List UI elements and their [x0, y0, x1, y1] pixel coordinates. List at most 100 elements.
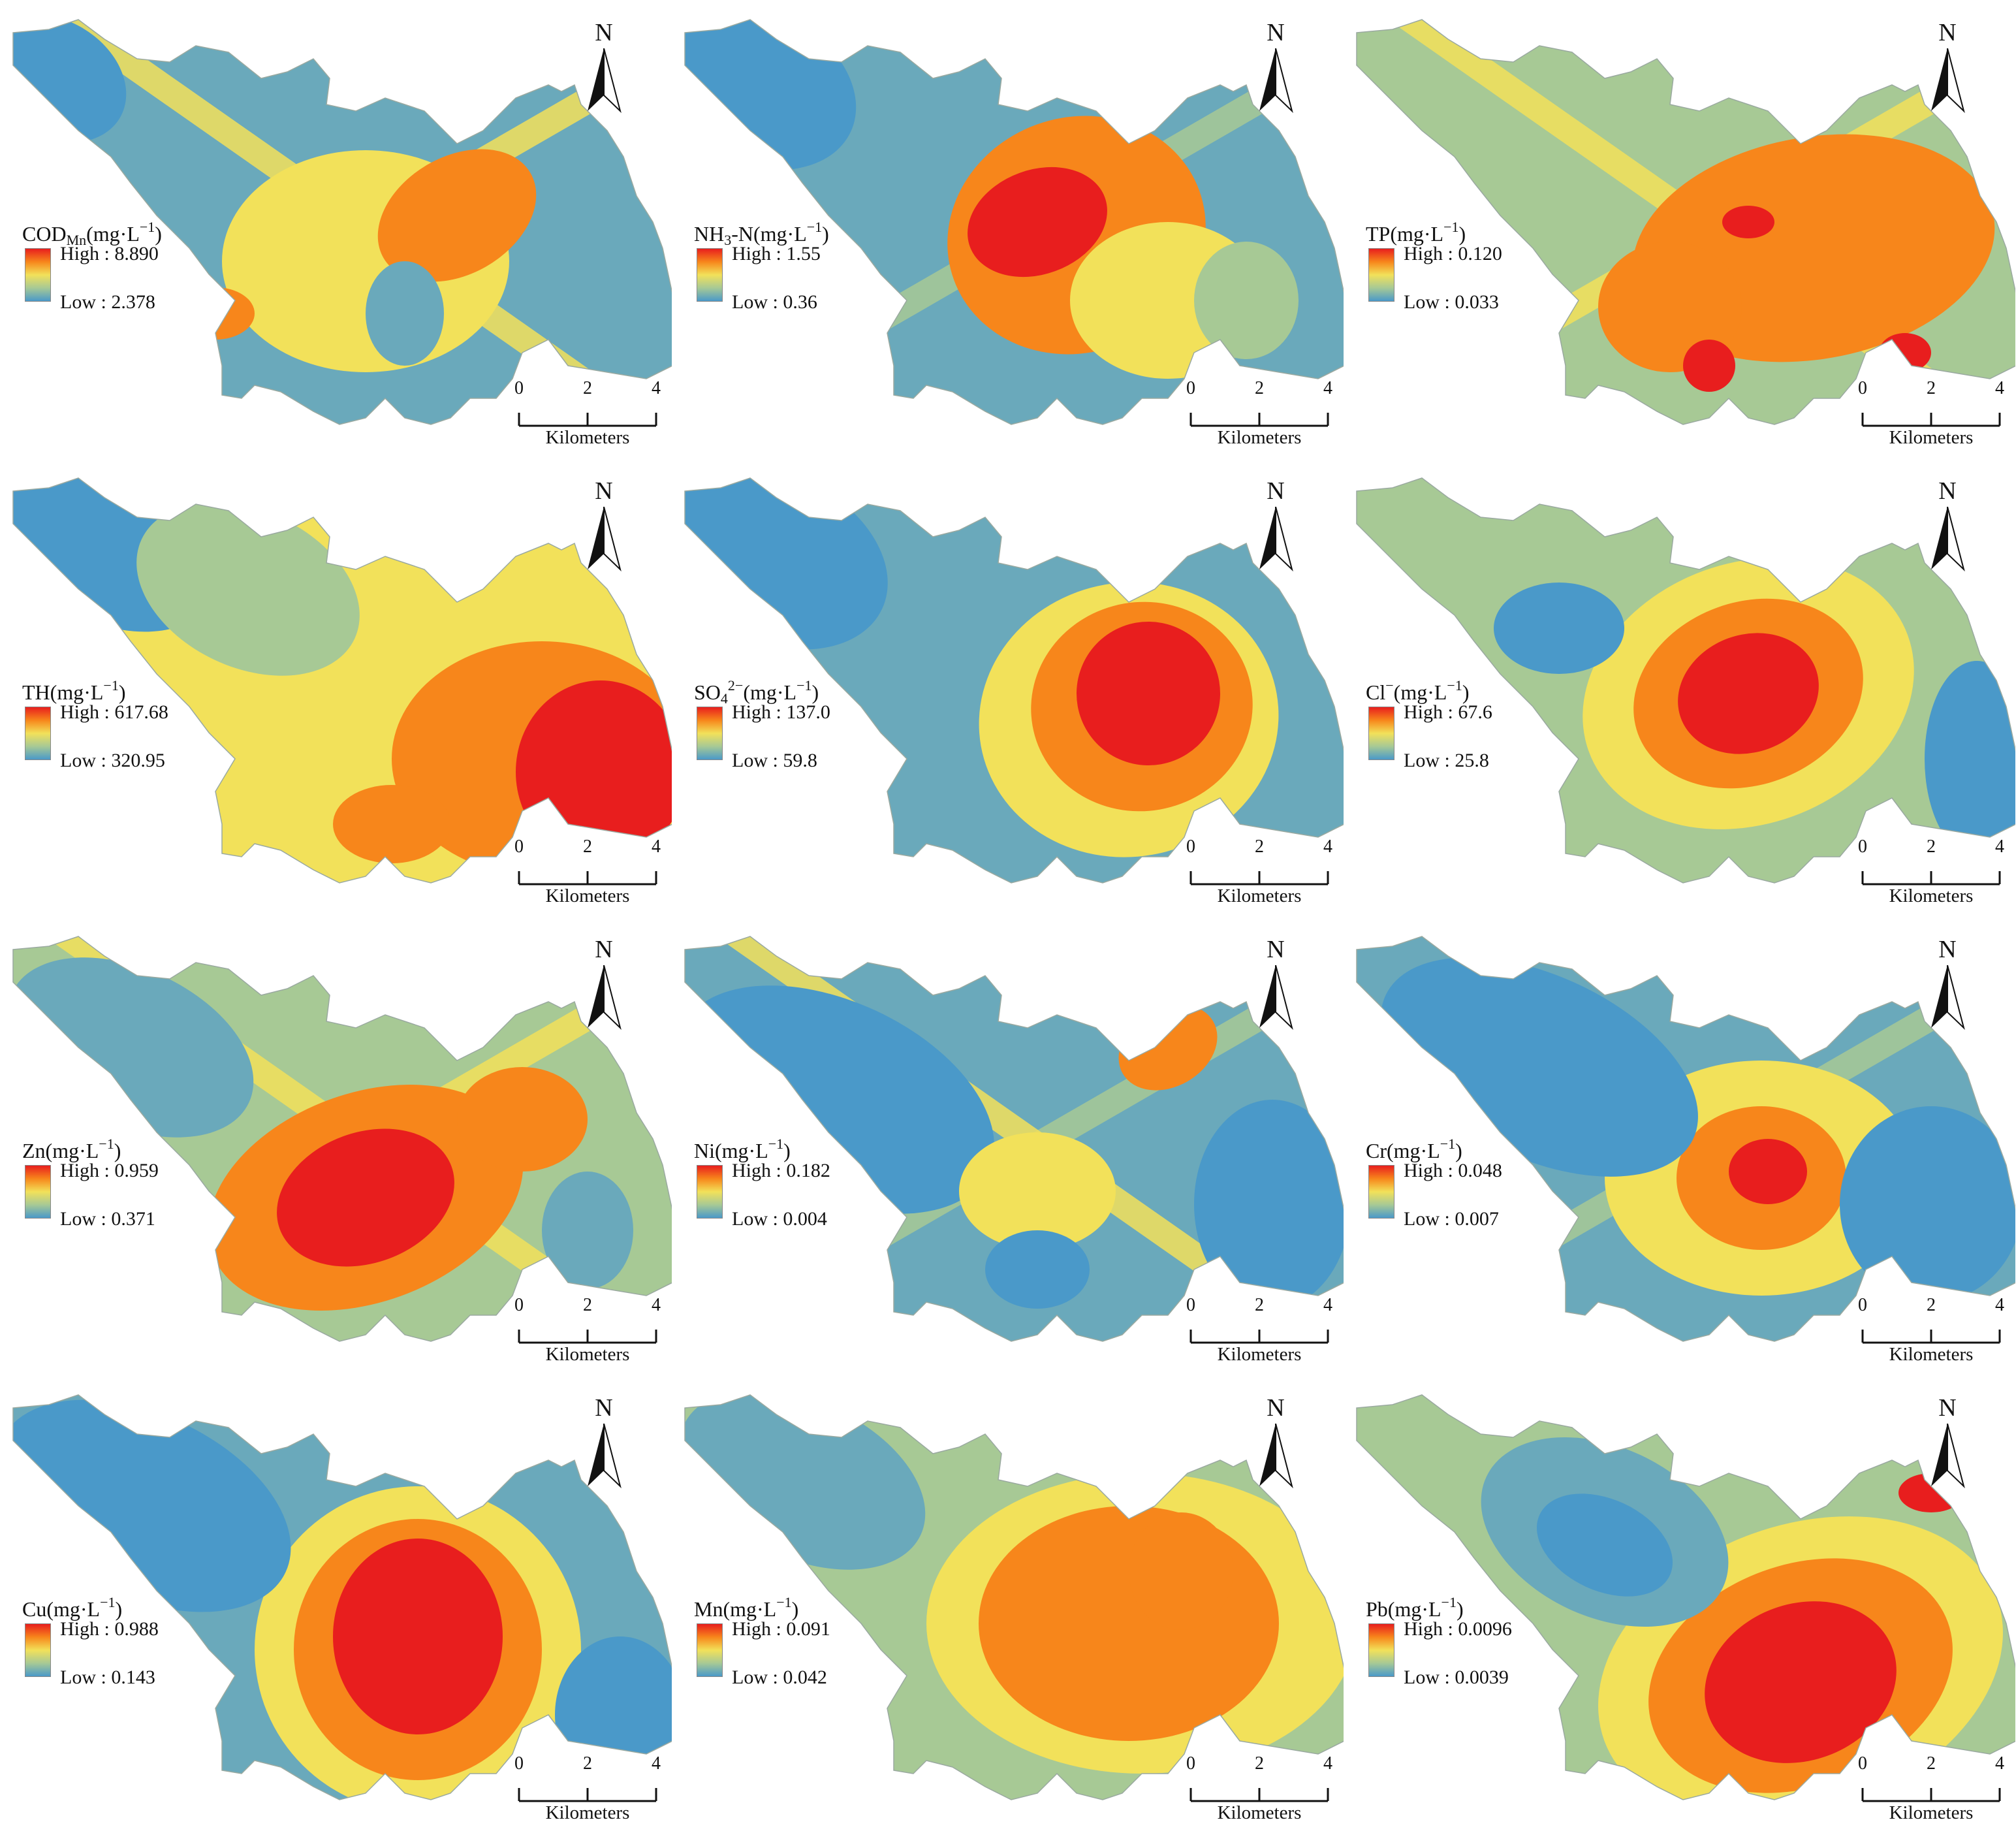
- legend-unit-exponent: −1: [1440, 1136, 1456, 1152]
- legend-title: NH3-N(mg·L−1): [694, 215, 829, 252]
- concentration-zone: [1537, 1493, 1673, 1597]
- legend-high-value: High : 617.68: [60, 701, 168, 723]
- concentration-zone: [1722, 206, 1774, 238]
- legend-unit-close: ): [1456, 1597, 1464, 1621]
- choropleth-map-cl: [1356, 477, 2015, 884]
- legend-high-value: High : 0.182: [732, 1160, 830, 1181]
- scale-tick-label: 0: [1186, 1295, 1195, 1315]
- legend-unit-close: ): [783, 1139, 791, 1162]
- scale-bar-graphic: [1861, 871, 2001, 886]
- legend-high-value: High : 1.55: [732, 243, 821, 264]
- scale-tick-label: 4: [1995, 1753, 2004, 1774]
- scale-unit-label: Kilometers: [1217, 1344, 1302, 1365]
- legend-unit: (mg·L: [1387, 1139, 1440, 1162]
- legend-title-main: COD: [22, 222, 67, 246]
- scale-bar: 0 2 4 Kilometers: [1850, 1754, 2016, 1832]
- map-panel-tp: N TP(mg·L−1) High : 0.120 Low : 0.033 0 2 4 Kil…: [1344, 0, 2015, 458]
- legend-low-value: Low : 0.36: [732, 291, 817, 313]
- scale-bar: 0 2 4 Kilometers: [1178, 1754, 1347, 1832]
- legend-color-ramp: [697, 1623, 723, 1677]
- scale-bar-graphic: [1861, 1788, 2001, 1802]
- scale-bar: 0 2 4 Kilometers: [506, 1296, 676, 1374]
- choropleth-map-zn: [12, 936, 672, 1342]
- scale-tick-label: 2: [583, 378, 592, 398]
- legend-color-ramp: [697, 1165, 723, 1219]
- scale-tick-label: 0: [514, 1295, 524, 1315]
- legend-title-main: SO: [694, 680, 721, 704]
- choropleth-map-codmn: [12, 19, 672, 425]
- scale-unit-label: Kilometers: [1217, 427, 1302, 448]
- legend-color-ramp: [1368, 248, 1394, 302]
- legend-low-value: Low : 0.0039: [1404, 1667, 1509, 1688]
- scale-tick-label: 2: [1927, 378, 1936, 398]
- concentration-zone: [1598, 242, 1742, 372]
- north-letter: N: [1267, 936, 1285, 963]
- legend-unit-exponent: −1: [103, 677, 119, 694]
- scale-unit-label: Kilometers: [1889, 427, 1974, 448]
- legend-low-value: Low : 2.378: [60, 291, 155, 313]
- north-arrow-icon: [1931, 48, 1965, 114]
- legend-title: Cl−(mg·L−1): [1366, 674, 1469, 704]
- legend-title-main: TP: [1366, 222, 1391, 246]
- legend-unit-close: ): [115, 1597, 123, 1621]
- concentration-zone: [333, 1539, 503, 1734]
- concentration-zone: [1683, 340, 1735, 392]
- map-panel-cl: N Cl−(mg·L−1) High : 67.6 Low : 25.8 0 2 4 Kilo…: [1344, 458, 2015, 917]
- concentration-zone: [1678, 633, 1819, 754]
- scale-bar-graphic: [518, 871, 657, 886]
- legend-low-value: Low : 0.143: [60, 1667, 155, 1688]
- scale-bar-graphic: [1189, 1330, 1329, 1344]
- scale-tick-label: 2: [1255, 1753, 1264, 1774]
- map-panel-cr: N Cr(mg·L−1) High : 0.048 Low : 0.007 0 2 4 Kil…: [1344, 917, 2015, 1375]
- scale-bar: 0 2 4 Kilometers: [1178, 1296, 1347, 1374]
- legend-title: Cu(mg·L−1): [22, 1591, 122, 1621]
- legend-unit: (mg·L: [86, 222, 140, 246]
- scale-tick-label: 0: [514, 837, 524, 857]
- north-arrow-icon: [588, 1424, 622, 1489]
- legend-codmn: CODMn(mg·L−1) High : 8.890 Low : 2.378: [22, 215, 218, 313]
- legend-title: TH(mg·L−1): [22, 674, 125, 704]
- scale-bar-graphic: [1189, 871, 1329, 886]
- scale-tick-label: 2: [1255, 1295, 1264, 1315]
- legend-title-subscript: Mn: [66, 232, 87, 248]
- legend-title: SO42−(mg·L−1): [694, 674, 819, 710]
- north-arrow-icon: [1931, 1424, 1965, 1489]
- concentration-zone: [1194, 1100, 1344, 1309]
- scale-tick-label: 4: [1995, 1295, 2004, 1315]
- legend-title-superscript: 2−: [727, 677, 744, 694]
- scale-bar-graphic: [1861, 1330, 2001, 1344]
- scale-unit-label: Kilometers: [545, 886, 630, 906]
- legend-title-subscript: 3: [724, 232, 732, 248]
- concentration-zone: [136, 502, 360, 676]
- legend-unit-exponent: −1: [768, 1136, 784, 1152]
- legend-cl: Cl−(mg·L−1) High : 67.6 Low : 25.8: [1366, 674, 1562, 772]
- scale-unit-label: Kilometers: [1217, 886, 1302, 906]
- legend-high-value: High : 0.091: [732, 1618, 830, 1640]
- scale-tick-label: 0: [1858, 1295, 1867, 1315]
- choropleth-map-so4: [684, 477, 1344, 884]
- north-arrow: N: [581, 20, 627, 118]
- scale-tick-label: 0: [1186, 837, 1195, 857]
- scale-unit-label: Kilometers: [1889, 886, 1974, 906]
- scale-bar-graphic: [1189, 413, 1329, 427]
- legend-tp: TP(mg·L−1) High : 0.120 Low : 0.033: [1366, 215, 1562, 313]
- concentration-zone: [542, 1172, 633, 1289]
- legend-title: Pb(mg·L−1): [1366, 1591, 1464, 1621]
- north-arrow-icon: [1259, 965, 1293, 1030]
- concentration-zone: [985, 1230, 1090, 1309]
- legend-title-main: Cr: [1366, 1139, 1387, 1162]
- scale-bar: 0 2 4 Kilometers: [506, 379, 676, 457]
- north-arrow: N: [1925, 1395, 1970, 1493]
- legend-color-ramp: [697, 707, 723, 760]
- map-panel-nh3n: N NH3-N(mg·L−1) High : 1.55 Low : 0.36 0 2 4 Ki…: [672, 0, 1344, 458]
- map-panel-pb: N Pb(mg·L−1) High : 0.0096 Low : 0.0039 0 2 4 K…: [1344, 1375, 2015, 1834]
- legend-unit: (mg·L: [45, 1139, 99, 1162]
- concentration-zone: [1077, 622, 1220, 765]
- north-arrow: N: [1925, 20, 1970, 118]
- scale-bar-graphic: [1861, 413, 2001, 427]
- legend-cr: Cr(mg·L−1) High : 0.048 Low : 0.007: [1366, 1132, 1562, 1230]
- legend-unit: (mg·L: [715, 1139, 768, 1162]
- scale-tick-label: 0: [1858, 837, 1867, 857]
- concentration-zone: [277, 1128, 454, 1267]
- scale-bar-graphic: [1189, 1788, 1329, 1802]
